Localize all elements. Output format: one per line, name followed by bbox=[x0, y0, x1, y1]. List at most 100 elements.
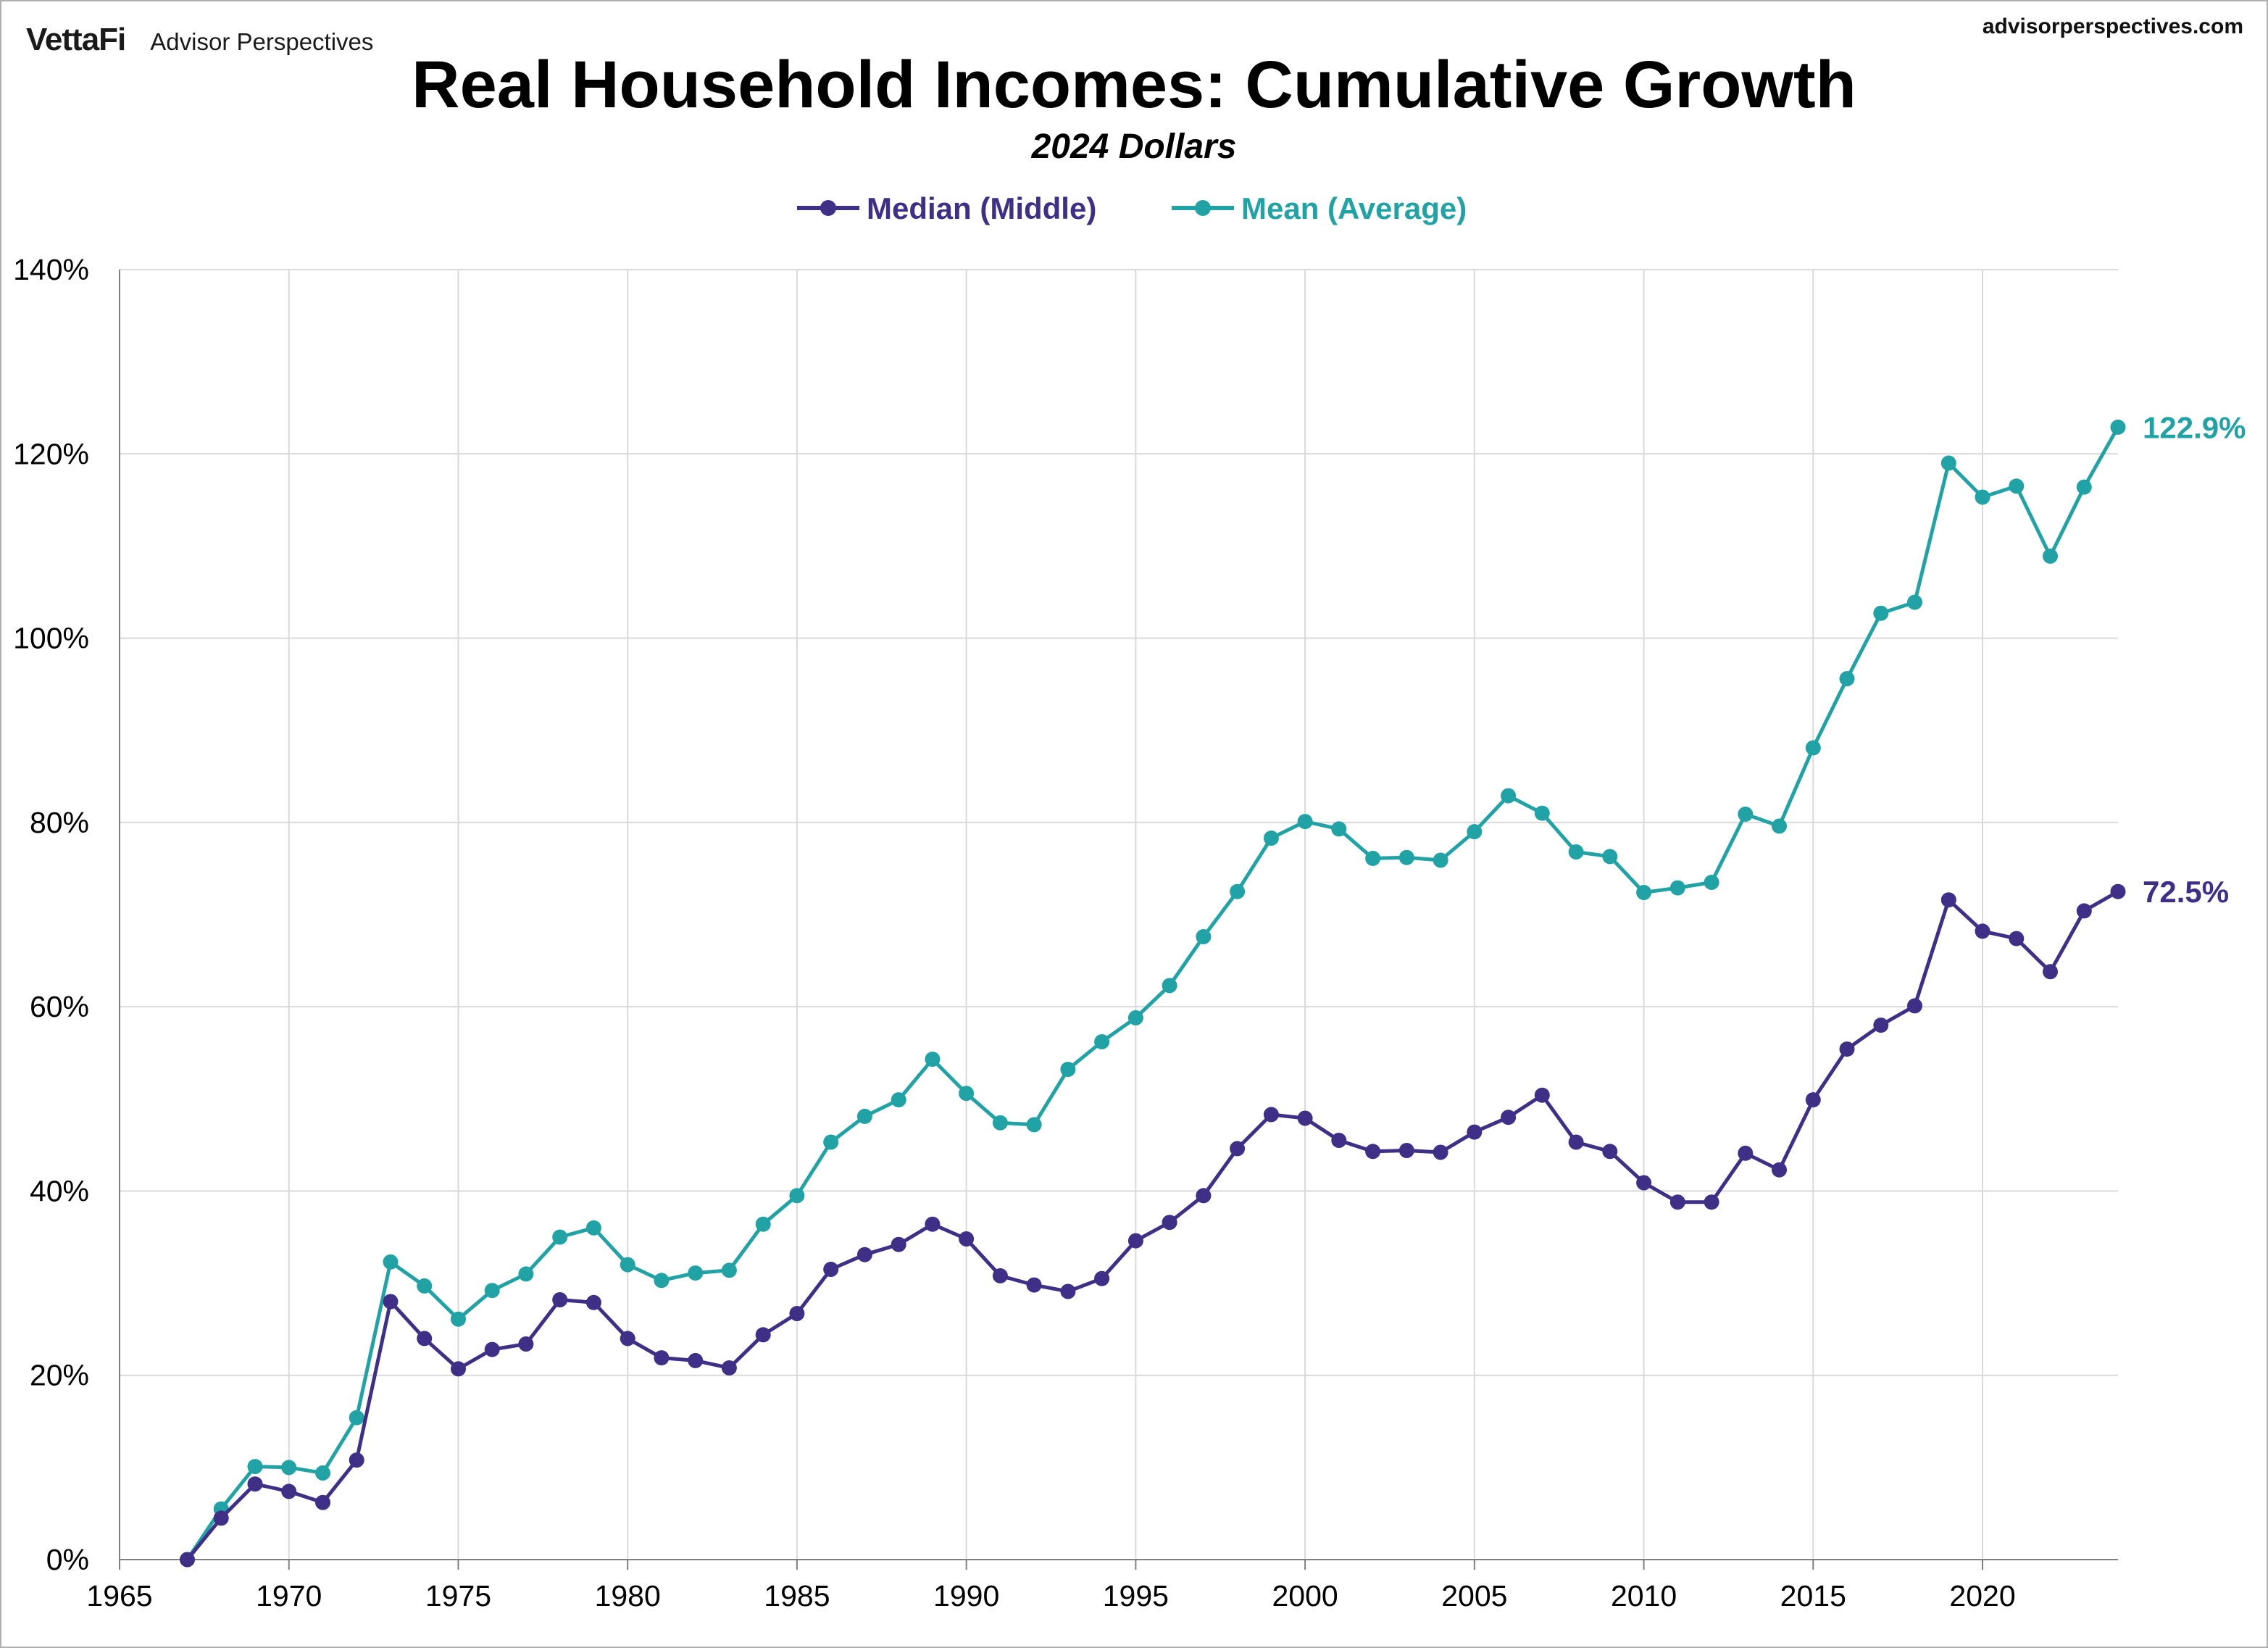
data-point-median bbox=[1772, 1162, 1787, 1178]
data-point-median bbox=[1805, 1092, 1821, 1108]
y-tick-label: 120% bbox=[13, 437, 89, 470]
data-point-median bbox=[1602, 1144, 1618, 1160]
x-tick-label: 1965 bbox=[86, 1579, 152, 1612]
data-point-mean bbox=[1263, 831, 1279, 846]
data-point-median bbox=[180, 1552, 195, 1568]
data-point-median bbox=[688, 1352, 704, 1368]
data-point-mean bbox=[1196, 929, 1212, 944]
data-point-median bbox=[1433, 1144, 1448, 1160]
data-point-mean bbox=[315, 1465, 330, 1481]
x-tick-label: 2015 bbox=[1780, 1579, 1846, 1612]
data-point-mean bbox=[1704, 875, 1719, 890]
data-point-median bbox=[1094, 1270, 1110, 1286]
data-point-mean bbox=[1975, 489, 1990, 505]
data-point-median bbox=[891, 1236, 906, 1252]
data-point-median bbox=[856, 1247, 872, 1262]
data-point-mean bbox=[484, 1283, 500, 1299]
legend-label-median: Median (Middle) bbox=[867, 191, 1096, 225]
data-point-median bbox=[417, 1331, 433, 1347]
data-point-median bbox=[1839, 1041, 1855, 1057]
data-point-median bbox=[1196, 1188, 1212, 1204]
x-tick-label: 1970 bbox=[256, 1579, 322, 1612]
y-tick-label: 140% bbox=[13, 253, 89, 286]
data-point-median bbox=[1060, 1283, 1076, 1299]
data-point-median bbox=[213, 1510, 229, 1526]
data-point-median bbox=[518, 1336, 534, 1352]
series-line-mean bbox=[185, 426, 2120, 1561]
data-point-mean bbox=[620, 1257, 635, 1273]
series-median bbox=[180, 883, 2126, 1568]
data-point-mean bbox=[654, 1273, 670, 1289]
data-point-mean bbox=[959, 1086, 975, 1102]
series-mean bbox=[180, 419, 2126, 1568]
data-point-median bbox=[552, 1292, 568, 1307]
data-point-median bbox=[1365, 1144, 1381, 1160]
legend-label-mean: Mean (Average) bbox=[1241, 191, 1467, 225]
data-point-median bbox=[925, 1216, 941, 1232]
data-point-median bbox=[959, 1231, 975, 1247]
data-point-median bbox=[1534, 1087, 1550, 1103]
data-point-median bbox=[1704, 1194, 1719, 1210]
x-tick-label: 2020 bbox=[1949, 1579, 2015, 1612]
y-tick-label: 40% bbox=[30, 1174, 89, 1207]
y-tick-label: 60% bbox=[30, 990, 89, 1023]
data-point-median bbox=[992, 1268, 1008, 1283]
data-point-mean bbox=[688, 1265, 704, 1281]
data-point-mean bbox=[721, 1262, 737, 1278]
end-label-mean: 122.9% bbox=[2143, 410, 2246, 444]
data-point-median bbox=[1940, 892, 1956, 908]
data-point-mean bbox=[1940, 455, 1956, 471]
data-point-median bbox=[1669, 1194, 1685, 1210]
data-point-median bbox=[1230, 1141, 1246, 1157]
data-point-median bbox=[1636, 1175, 1652, 1191]
data-point-median bbox=[1975, 923, 1990, 939]
data-point-median bbox=[1331, 1133, 1347, 1148]
data-point-mean bbox=[585, 1220, 601, 1236]
data-point-median bbox=[1467, 1124, 1483, 1140]
data-point-median bbox=[1297, 1110, 1313, 1126]
data-point-mean bbox=[247, 1459, 263, 1475]
data-point-median bbox=[823, 1262, 839, 1277]
brand-header: VettaFi Advisor Perspectives bbox=[26, 22, 373, 58]
data-point-mean bbox=[2043, 548, 2058, 564]
data-point-mean bbox=[1602, 849, 1618, 865]
data-point-mean bbox=[2076, 479, 2092, 495]
axes: 0% 20% 40% 60% 80% 100% 120% 140% 1965 1970 1975 19… bbox=[13, 253, 2118, 1612]
x-tick-label: 1995 bbox=[1103, 1579, 1169, 1612]
data-point-median bbox=[585, 1294, 601, 1310]
data-point-mean bbox=[1839, 671, 1855, 686]
brand-name: Advisor Perspectives bbox=[150, 28, 374, 55]
data-point-median bbox=[1568, 1134, 1584, 1150]
legend: Median (Middle) Mean (Average) bbox=[797, 191, 1467, 225]
data-point-mean bbox=[518, 1266, 534, 1282]
data-point-mean bbox=[1636, 885, 1652, 900]
data-point-mean bbox=[1738, 806, 1754, 822]
data-point-mean bbox=[755, 1216, 771, 1232]
data-point-median bbox=[1127, 1233, 1143, 1249]
data-point-mean bbox=[451, 1311, 466, 1327]
x-tick-label: 1990 bbox=[933, 1579, 999, 1612]
data-point-mean bbox=[1772, 818, 1787, 834]
x-tick-label: 1975 bbox=[425, 1579, 491, 1612]
data-point-mean bbox=[281, 1460, 297, 1476]
data-point-median bbox=[755, 1327, 771, 1343]
y-tick-label: 0% bbox=[46, 1543, 89, 1576]
data-point-mean bbox=[1127, 1010, 1143, 1025]
chart-title: Real Household Incomes: Cumulative Growt… bbox=[412, 48, 1856, 122]
data-point-median bbox=[2076, 903, 2092, 919]
data-point-median bbox=[281, 1483, 297, 1499]
data-point-median bbox=[1501, 1110, 1517, 1125]
data-point-median bbox=[721, 1360, 737, 1376]
legend-item-median: Median (Middle) bbox=[797, 191, 1096, 225]
data-point-mean bbox=[417, 1278, 433, 1294]
data-point-mean bbox=[925, 1052, 941, 1068]
data-point-mean bbox=[1433, 852, 1448, 868]
gridlines bbox=[120, 269, 2118, 1560]
x-tick-label: 1985 bbox=[764, 1579, 830, 1612]
data-point-median bbox=[2110, 883, 2126, 899]
series-layer bbox=[180, 419, 2126, 1568]
data-point-mean bbox=[1162, 978, 1177, 994]
y-tick-label: 80% bbox=[30, 806, 89, 839]
